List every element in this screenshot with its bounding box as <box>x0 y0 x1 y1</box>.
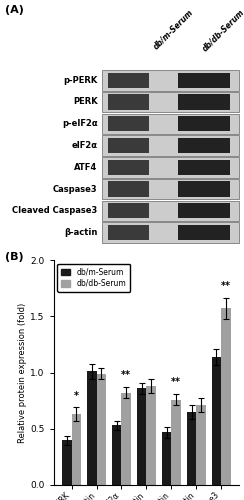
Bar <box>212 357 221 485</box>
Bar <box>108 203 149 218</box>
Bar <box>178 160 230 175</box>
Text: β-actin: β-actin <box>64 228 98 237</box>
Bar <box>108 160 149 175</box>
Bar <box>112 426 122 485</box>
Text: **: ** <box>221 282 231 292</box>
Bar <box>71 414 81 485</box>
Bar <box>97 374 106 485</box>
Bar <box>178 182 230 196</box>
Text: p-eIF2α: p-eIF2α <box>62 119 98 128</box>
Bar <box>162 432 171 485</box>
Bar <box>178 116 230 132</box>
Bar <box>108 138 149 153</box>
Text: db/db-Serum: db/db-Serum <box>200 8 244 53</box>
Bar <box>62 440 71 485</box>
Bar <box>178 203 230 218</box>
Bar <box>87 372 97 485</box>
Bar <box>102 92 239 112</box>
Bar <box>108 116 149 132</box>
Bar <box>171 400 181 485</box>
Bar <box>122 393 131 485</box>
Bar <box>102 135 239 156</box>
Bar <box>102 157 239 178</box>
Text: eIF2α: eIF2α <box>71 141 98 150</box>
Text: (B): (B) <box>5 252 23 262</box>
Text: *: * <box>74 390 79 400</box>
Bar <box>196 405 206 485</box>
Bar <box>108 225 149 240</box>
Bar <box>102 114 239 134</box>
Bar <box>108 94 149 110</box>
Bar <box>102 222 239 243</box>
Bar <box>102 70 239 90</box>
Text: (A): (A) <box>5 5 24 15</box>
Bar <box>178 225 230 240</box>
Text: Cleaved Caspase3: Cleaved Caspase3 <box>12 206 98 215</box>
Bar <box>108 72 149 88</box>
Bar <box>108 182 149 196</box>
Bar <box>102 179 239 199</box>
Text: db/m-Serum: db/m-Serum <box>151 8 195 51</box>
Text: Caspase3: Caspase3 <box>53 184 98 194</box>
Bar <box>178 94 230 110</box>
Y-axis label: Relative protein expression (fold): Relative protein expression (fold) <box>19 302 28 442</box>
Bar <box>178 72 230 88</box>
Bar <box>146 386 156 485</box>
Text: **: ** <box>121 370 131 380</box>
Bar <box>221 308 231 485</box>
Text: p-PERK: p-PERK <box>63 76 98 84</box>
Bar <box>102 200 239 221</box>
Text: PERK: PERK <box>73 98 98 106</box>
Bar <box>178 138 230 153</box>
Text: ATF4: ATF4 <box>74 163 98 172</box>
Text: **: ** <box>171 377 181 387</box>
Bar <box>137 388 146 485</box>
Bar <box>187 412 196 485</box>
Legend: db/m-Serum, db/db-Serum: db/m-Serum, db/db-Serum <box>58 264 130 292</box>
